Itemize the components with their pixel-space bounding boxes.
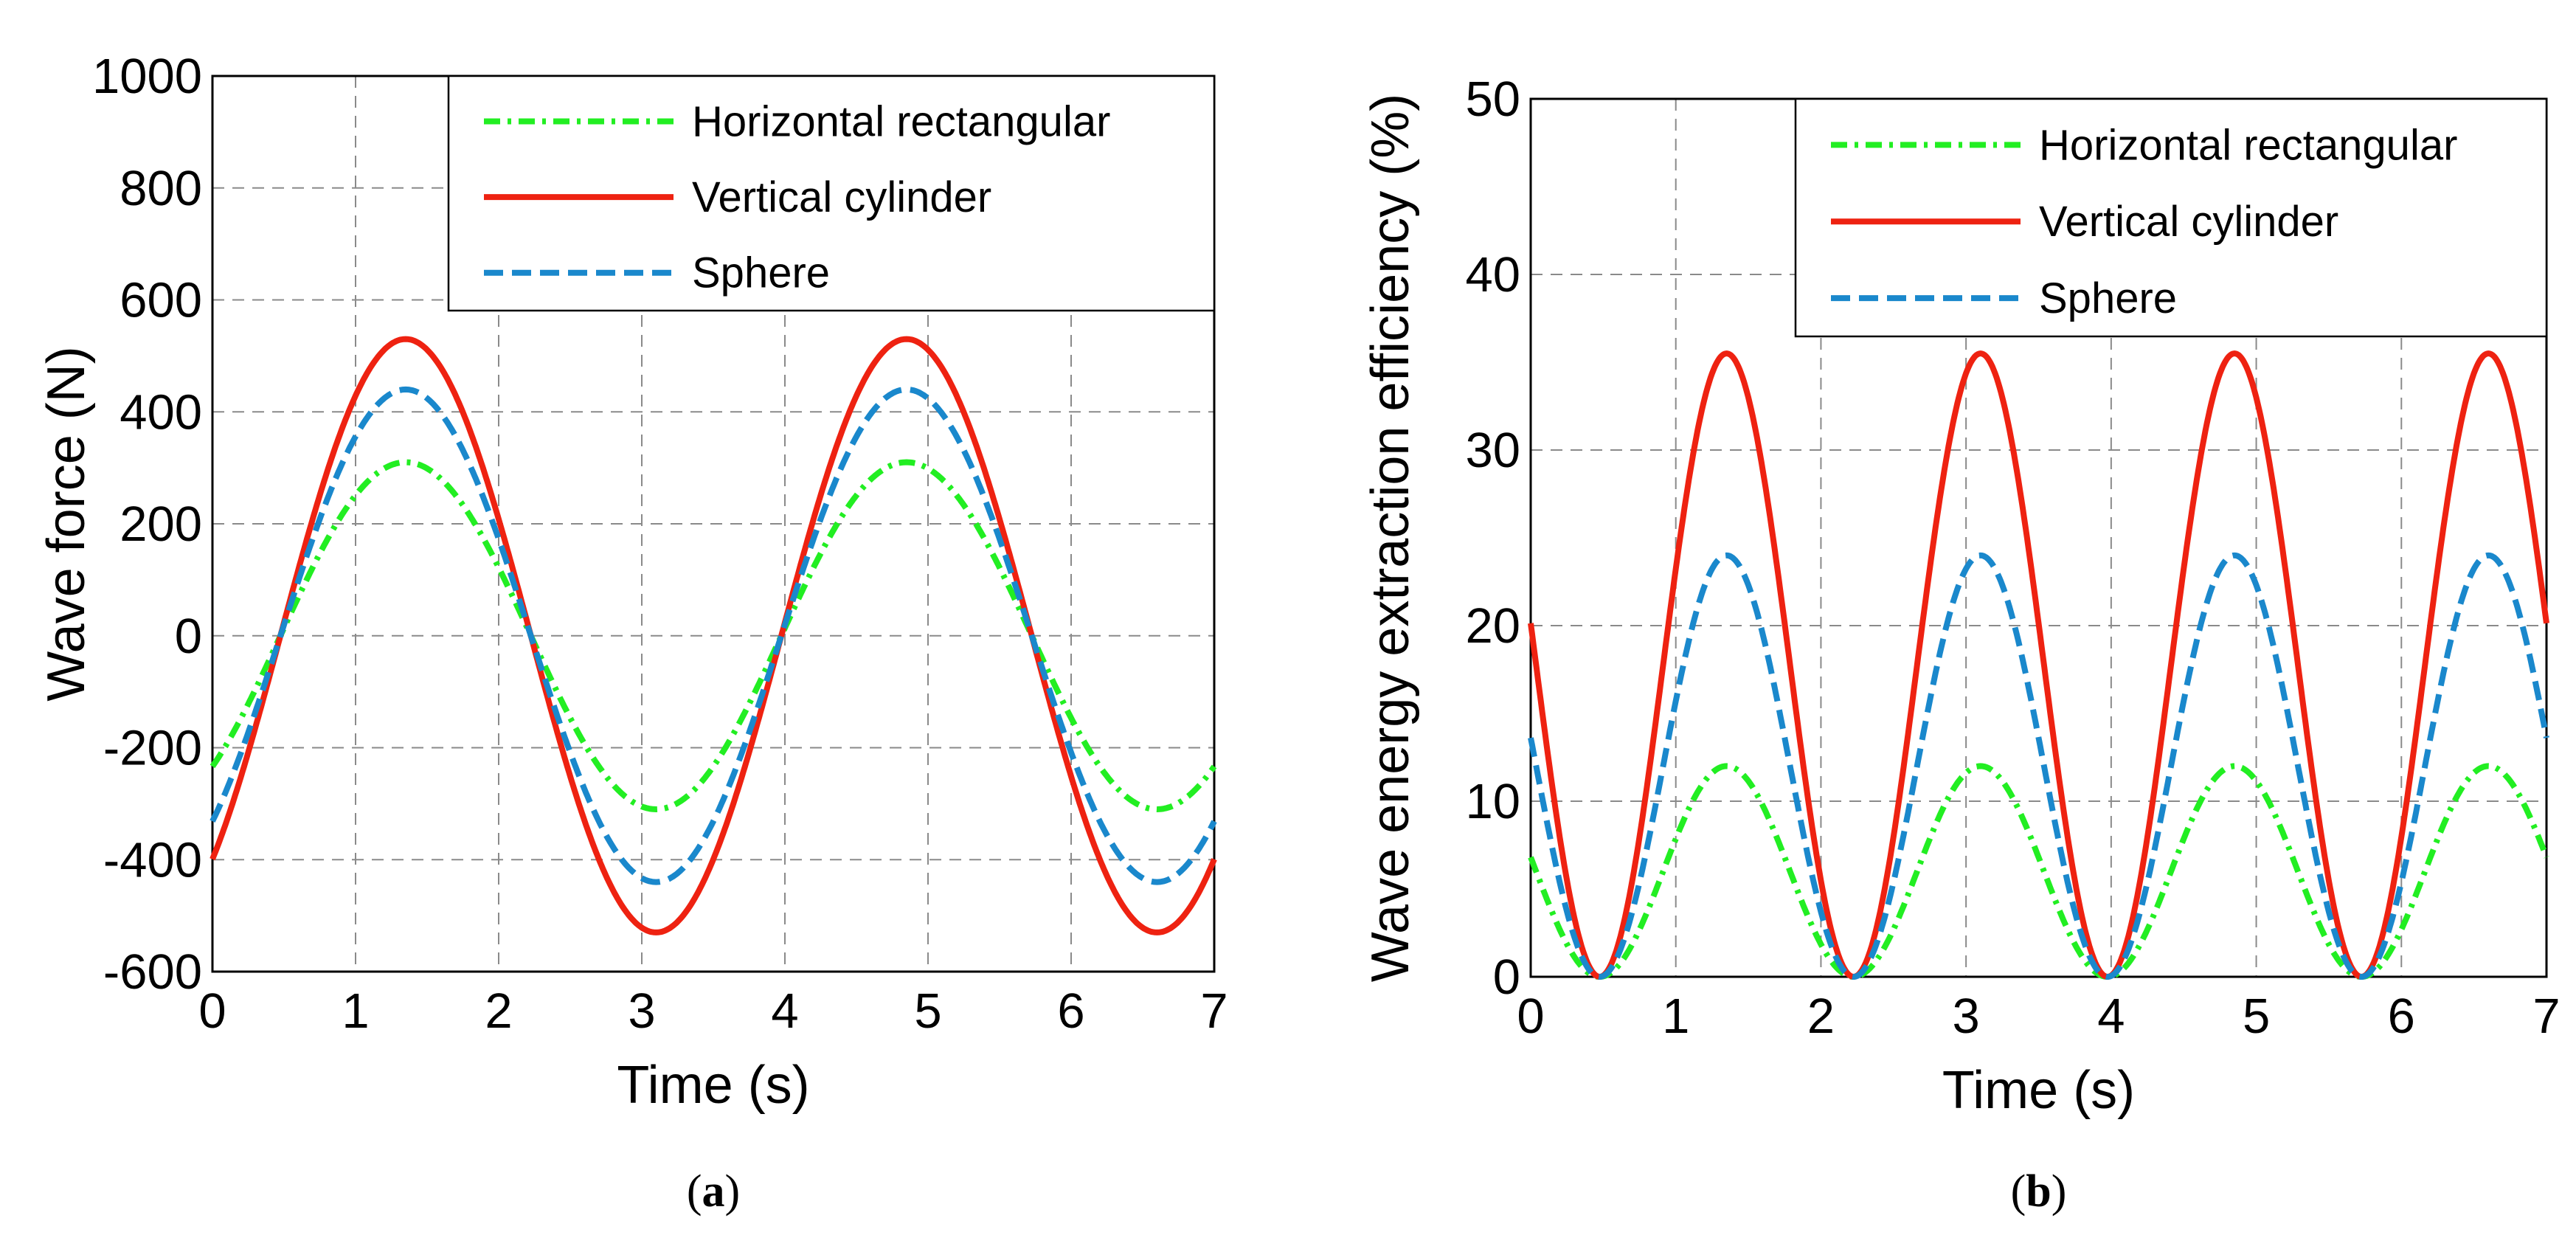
legend-a: Horizontal rectangular Vertical cylinder S…: [447, 75, 1216, 312]
series-line-horizontal-rectangular: [210, 459, 1217, 812]
legend-label: Vertical cylinder: [2039, 198, 2338, 246]
x-tick-label: 6: [2388, 989, 2415, 1044]
x-tick-label: 0: [1517, 989, 1544, 1044]
y-tick-label: -200: [103, 721, 202, 776]
series-line-vertical-cylinder: [1528, 350, 2549, 980]
x-tick-label: 6: [1057, 983, 1084, 1039]
series-a: [210, 336, 1217, 935]
chart-efficiency: 0 10 20 30 40 50 0 1 2 3 4 5 6 7 Horizontal rectangu…: [1361, 72, 2561, 1217]
legend-label: Vertical cylinder: [692, 173, 991, 221]
y-tick-labels-b: 0 10 20 30 40 50: [1465, 72, 1520, 1005]
caption-letter-a: a: [702, 1166, 725, 1217]
y-tick-labels-a: -600 -400 -200 0 200 400 600 800 1000: [92, 49, 202, 1000]
x-tick-label: 1: [342, 983, 369, 1039]
series-line-sphere: [210, 386, 1217, 885]
y-tick-label: 30: [1465, 423, 1520, 478]
series-line-sphere: [1528, 552, 2549, 980]
series-line-vertical-cylinder: [210, 336, 1217, 935]
y-tick-label: 1000: [92, 49, 202, 104]
y-tick-label: 800: [120, 161, 202, 216]
x-tick-label: 2: [485, 983, 512, 1039]
x-tick-label: 4: [771, 983, 798, 1039]
legend-label: Horizontal rectangular: [2039, 121, 2457, 169]
x-tick-label: 5: [2243, 989, 2270, 1044]
y-tick-label: 50: [1465, 72, 1520, 127]
y-axis-label-a: Wave force (N): [37, 346, 96, 701]
y-tick-label: -400: [103, 832, 202, 888]
y-tick-label: 0: [1493, 949, 1520, 1005]
x-axis-label-b: Time (s): [1942, 1061, 2135, 1120]
x-axis-label-a: Time (s): [617, 1056, 809, 1115]
x-tick-label: 7: [2532, 989, 2560, 1044]
caption-a: (a): [687, 1166, 740, 1217]
x-tick-label: 3: [628, 983, 655, 1039]
y-tick-label: 40: [1465, 247, 1520, 302]
series-b: [1528, 350, 2549, 980]
legend-box: [1794, 97, 2548, 338]
y-axis-label-b: Wave energy extraction efficiency (%): [1361, 94, 1420, 983]
y-tick-label: 400: [120, 384, 202, 440]
y-tick-label: 600: [120, 273, 202, 328]
x-tick-label: 5: [914, 983, 941, 1039]
x-tick-label: 0: [198, 983, 226, 1039]
x-tick-label: 7: [1200, 983, 1228, 1039]
legend-label: Sphere: [2039, 274, 2177, 322]
series-line-horizontal-rectangular: [1528, 763, 2549, 980]
x-tick-label: 4: [2097, 989, 2125, 1044]
y-tick-label: 0: [175, 609, 202, 664]
x-tick-labels-b: 0 1 2 3 4 5 6 7: [1517, 989, 2560, 1044]
y-tick-label: 10: [1465, 774, 1520, 829]
y-tick-label: 20: [1465, 598, 1520, 654]
chart-wave-force: -600 -400 -200 0 200 400 600 800 1000 0 1 2 3 4 5 6 7 H…: [37, 49, 1228, 1217]
x-tick-labels-a: 0 1 2 3 4 5 6 7: [198, 983, 1228, 1039]
y-tick-label: -600: [103, 944, 202, 1000]
legend-label: Horizontal rectangular: [692, 98, 1110, 146]
y-tick-label: 200: [120, 497, 202, 552]
legend-b: Horizontal rectangular Vertical cylinder S…: [1794, 97, 2548, 338]
x-tick-label: 3: [1953, 989, 1980, 1044]
legend-label: Sphere: [692, 249, 830, 297]
caption-b: (b): [2011, 1166, 2067, 1217]
caption-letter-b: b: [2026, 1166, 2051, 1217]
x-tick-label: 1: [1662, 989, 1689, 1044]
x-tick-label: 2: [1807, 989, 1835, 1044]
